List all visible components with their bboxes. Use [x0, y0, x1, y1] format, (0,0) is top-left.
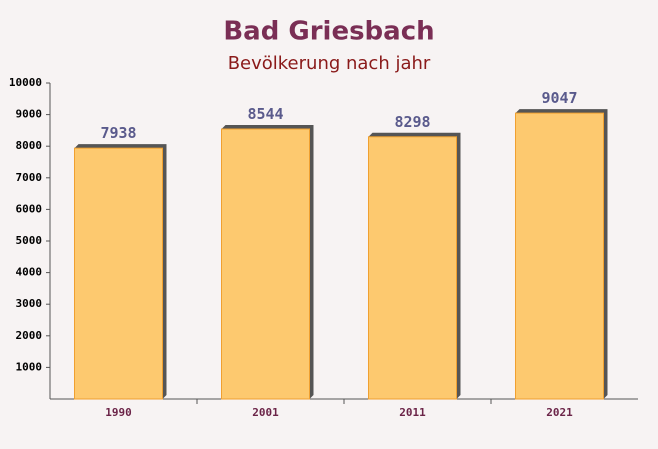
y-tick-label: 2000	[16, 329, 43, 342]
y-tick-label: 6000	[16, 202, 43, 215]
chart-title: Bad Griesbach	[223, 17, 434, 47]
value-label: 7938	[100, 124, 136, 142]
x-tick-label: 2021	[546, 406, 573, 419]
y-tick-label: 4000	[16, 266, 43, 279]
y-tick-label: 5000	[16, 234, 43, 247]
y-tick-label: 1000	[16, 360, 43, 373]
bar	[221, 128, 310, 400]
value-label: 8298	[394, 113, 430, 131]
x-tick-label: 1990	[105, 406, 132, 419]
y-tick-label: 10000	[9, 76, 42, 89]
x-tick-label: 2001	[252, 406, 279, 419]
y-tick-label: 7000	[16, 171, 43, 184]
bar	[74, 147, 163, 400]
y-tick-label: 8000	[16, 139, 43, 152]
bar	[368, 136, 457, 400]
y-tick-label: 3000	[16, 297, 43, 310]
bar	[515, 112, 604, 400]
value-label: 9047	[541, 89, 577, 107]
value-label: 8544	[247, 105, 283, 123]
x-tick-label: 2011	[399, 406, 426, 419]
chart-subtitle: Bevölkerung nach jahr	[228, 53, 431, 74]
y-tick-label: 9000	[16, 108, 43, 121]
